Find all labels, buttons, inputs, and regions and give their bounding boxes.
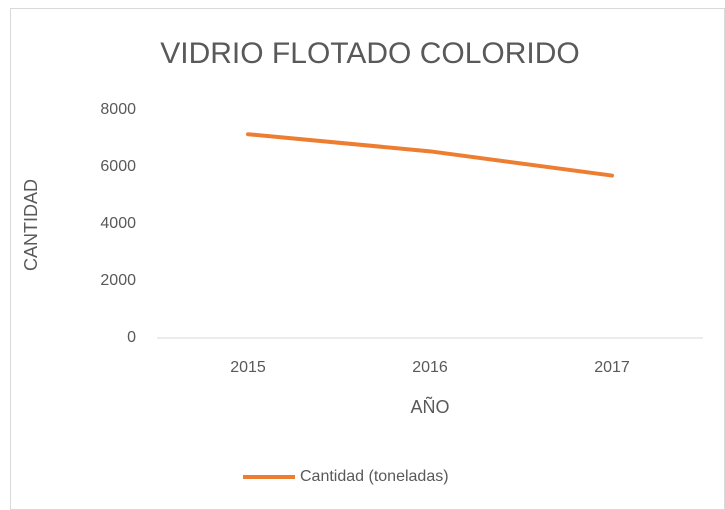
x-axis-label: AÑO xyxy=(410,396,449,417)
y-tick-label: 2000 xyxy=(100,272,136,289)
chart-border xyxy=(10,8,725,510)
x-tick-label: 2015 xyxy=(230,359,266,376)
y-tick-label: 6000 xyxy=(100,158,136,175)
x-tick-label: 2016 xyxy=(412,359,448,376)
chart-title: VIDRIO FLOTADO COLORIDO xyxy=(160,37,580,70)
y-tick-label: 0 xyxy=(127,329,136,346)
line-series xyxy=(246,132,614,178)
x-tick-label: 2017 xyxy=(594,359,630,376)
y-axis-label: CANTIDAD xyxy=(21,179,41,271)
y-tick-label: 4000 xyxy=(100,215,136,232)
y-tick-label: 8000 xyxy=(100,101,136,118)
legend-label: Cantidad (toneladas) xyxy=(300,468,449,485)
